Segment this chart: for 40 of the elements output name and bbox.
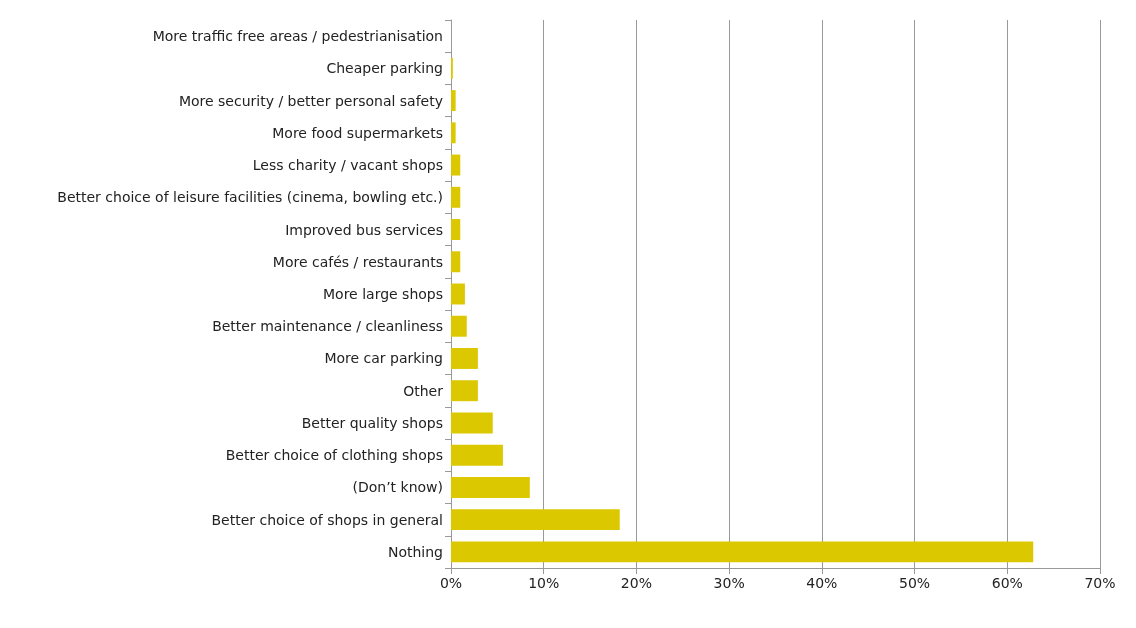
y-tick-label: More security / better personal safety <box>178 92 443 109</box>
y-tick-label: More cafés / restaurants <box>272 253 443 270</box>
y-tick-label: More car parking <box>324 350 443 367</box>
y-tick-label: (Don’t know) <box>352 479 443 496</box>
y-tick-label: Cheaper parking <box>326 60 443 77</box>
bar <box>451 509 620 531</box>
bar <box>451 219 461 241</box>
x-tick-label: 30% <box>713 575 745 591</box>
x-tick-label: 40% <box>806 575 838 591</box>
y-tick-label: Better maintenance / cleanliness <box>212 318 443 335</box>
y-tick-label: Better choice of leisure facilities (cinema, bowling etc.) <box>57 189 443 206</box>
y-tick-label: Less charity / vacant shops <box>252 157 443 174</box>
bar <box>451 154 461 176</box>
bar <box>451 315 467 337</box>
y-tick-label: More traffic free areas / pedestrianisation <box>152 28 443 45</box>
bar <box>451 186 461 208</box>
y-tick-label: Better choice of shops in general <box>211 511 443 528</box>
y-tick-label: More large shops <box>323 286 443 302</box>
bar <box>451 283 465 305</box>
bar <box>451 347 478 369</box>
y-tick-label: Better choice of clothing shops <box>225 447 443 464</box>
x-tick-label: 60% <box>991 575 1023 591</box>
y-tick-label: Improved bus services <box>285 221 443 238</box>
bar <box>451 412 493 434</box>
y-tick-label: Better quality shops <box>301 414 443 431</box>
x-tick-label: 0% <box>439 575 463 591</box>
bar <box>451 541 1034 563</box>
bar <box>451 476 530 498</box>
x-tick-label: 70% <box>1084 575 1116 591</box>
bar <box>451 444 503 466</box>
y-tick-label: Nothing <box>387 543 443 560</box>
y-tick-label: Other <box>403 382 444 399</box>
bar <box>451 122 456 144</box>
x-tick-label: 50% <box>899 575 931 591</box>
y-tick-label: More food supermarkets <box>272 124 443 141</box>
bar <box>451 90 456 112</box>
x-tick-label: 10% <box>528 575 560 591</box>
bar <box>451 380 478 402</box>
x-tick-label: 20% <box>620 575 652 591</box>
bar <box>451 251 461 273</box>
